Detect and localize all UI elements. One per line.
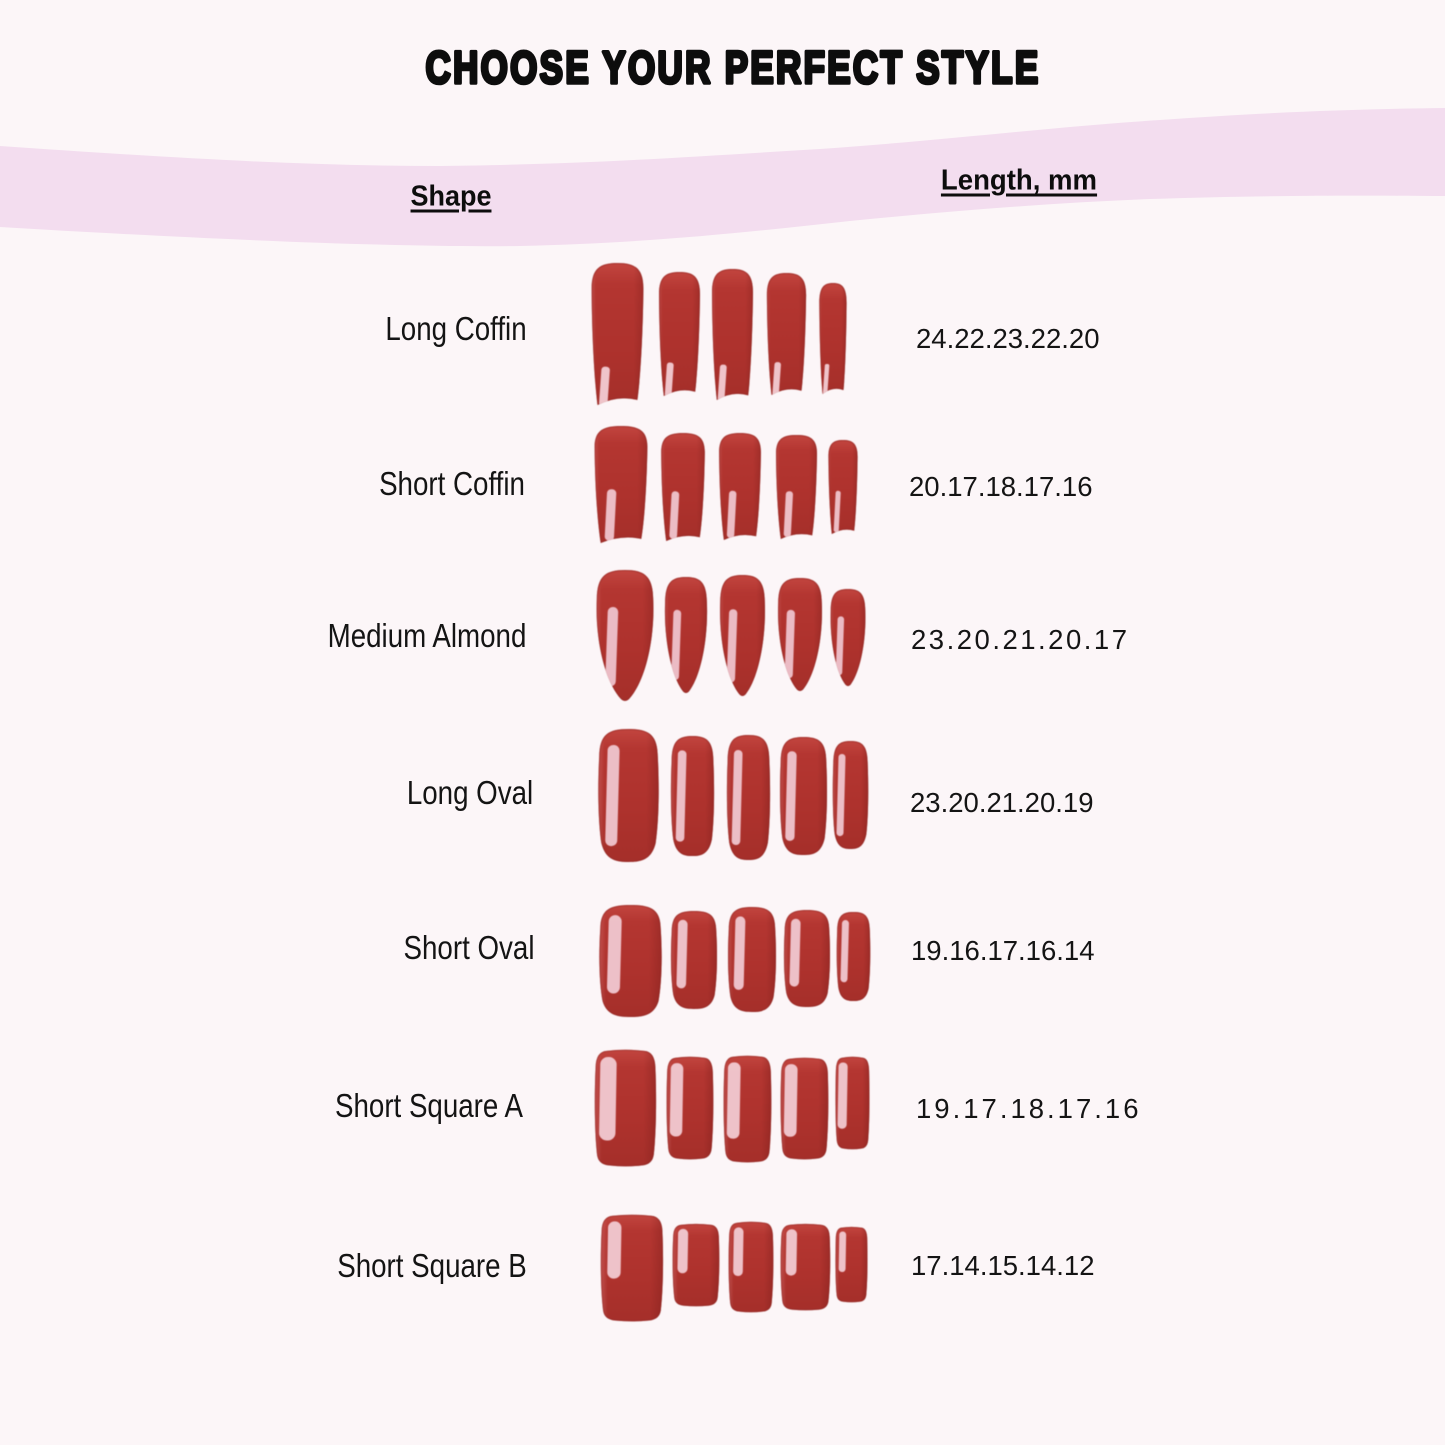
svg-text:CHOOSE YOUR PERFECT STYLE: CHOOSE YOUR PERFECT STYLE [425,43,1040,93]
